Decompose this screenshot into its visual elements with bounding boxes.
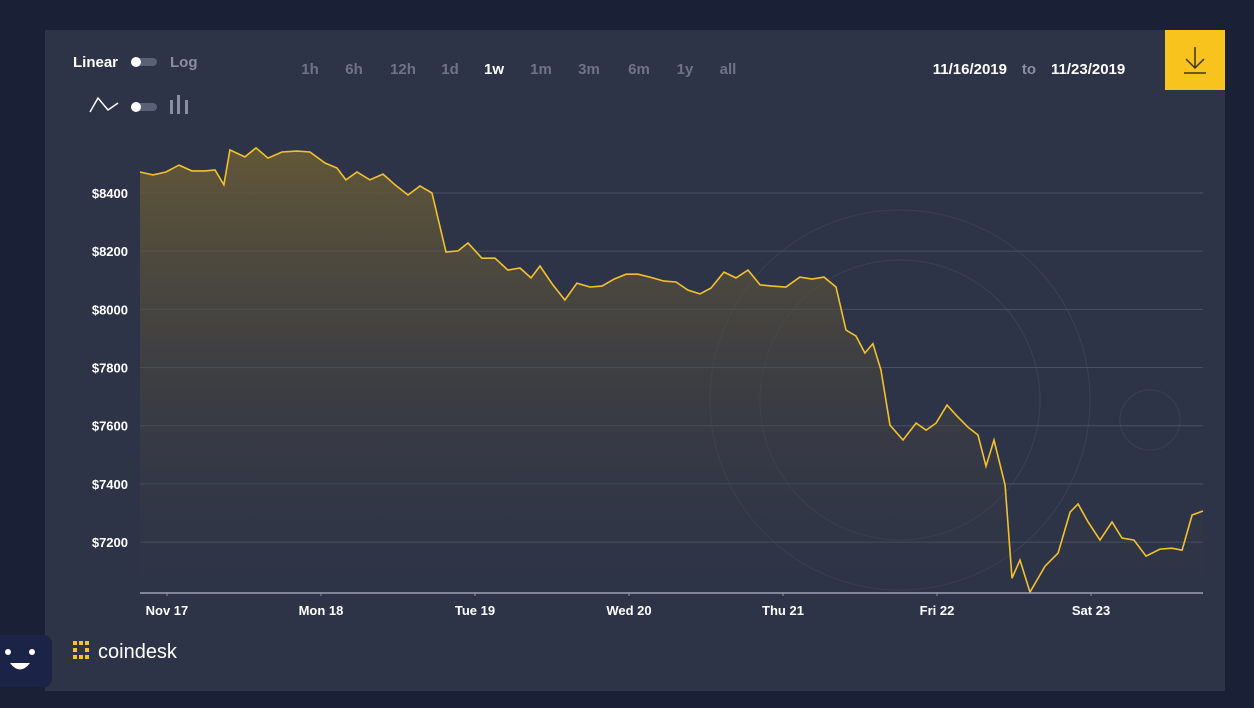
range-button[interactable]: 6h [345,61,363,78]
x-tick-label: Wed 20 [606,603,651,618]
range-button[interactable]: 3m [578,61,600,78]
x-tick-label: Thu 21 [762,603,804,618]
x-tick-label: Mon 18 [299,603,344,618]
date-sep: to [1022,61,1036,78]
x-tick-label: Nov 17 [146,603,189,618]
y-tick-label: $7200 [92,535,128,550]
chat-widget[interactable] [0,635,52,687]
line-icon[interactable] [89,96,119,113]
range-button[interactable]: 1w [484,61,504,78]
range-button[interactable]: 1d [441,61,459,78]
range-button[interactable]: 1h [301,61,319,78]
x-tick-label: Tue 19 [455,603,495,618]
y-tick-label: $7400 [92,477,128,492]
y-tick-label: $7600 [92,419,128,434]
brand: coindesk [98,641,178,663]
x-tick-label: Sat 23 [1072,603,1110,618]
toggle-knob [131,57,141,67]
y-tick-label: $8200 [92,244,128,259]
range-button[interactable]: 1y [677,61,694,78]
brand-icon [73,641,89,659]
y-tick-label: $8400 [92,186,128,201]
scale-log[interactable]: Log [170,54,198,71]
candle-icon[interactable] [170,95,188,114]
date-to[interactable]: 11/23/2019 [1051,61,1125,78]
range-button[interactable]: 6m [628,61,650,78]
y-tick-label: $7800 [92,361,128,376]
download-button[interactable] [1165,30,1225,90]
range-button[interactable]: 1m [530,61,552,78]
y-tick-label: $8000 [92,302,128,317]
toggle-knob [131,102,141,112]
range-button[interactable]: all [720,61,737,78]
price-area [140,147,1203,593]
scale-linear[interactable]: Linear [73,54,118,71]
x-tick-label: Fri 22 [920,603,955,618]
range-button[interactable]: 12h [390,61,416,78]
date-from[interactable]: 11/16/2019 [933,61,1007,78]
price-line [139,146,1204,595]
